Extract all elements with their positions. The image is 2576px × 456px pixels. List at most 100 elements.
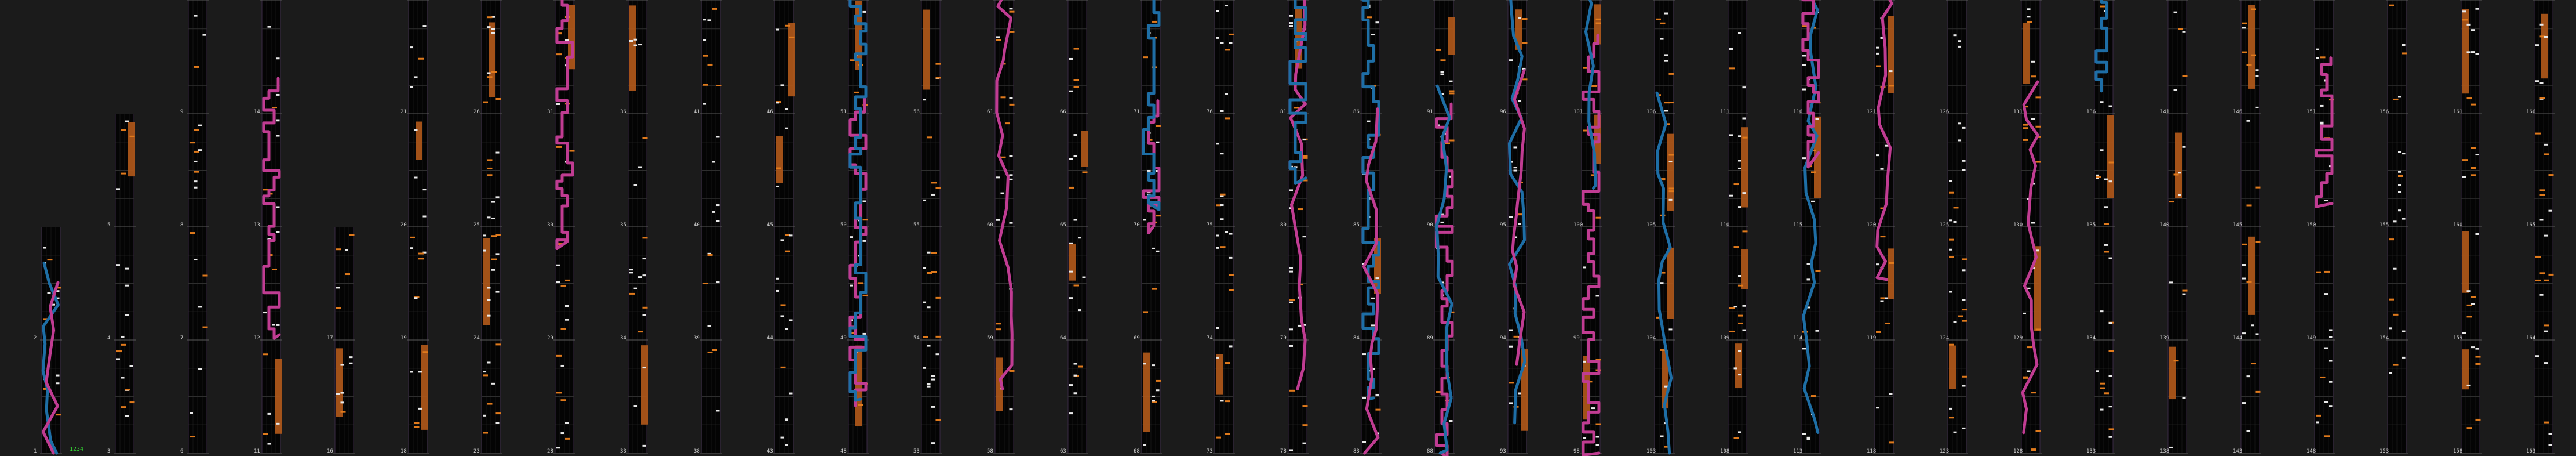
measure-number: 10 — [180, 0, 187, 2]
bt-note — [1147, 169, 1151, 172]
fx-note — [1880, 236, 1886, 238]
bt-note — [2320, 122, 2324, 125]
fx-note — [1660, 349, 1666, 351]
chart-column: 58 59 60 61 62 — [987, 0, 1015, 454]
measure-number: 13 — [254, 222, 260, 228]
fx-note — [190, 232, 195, 234]
bt-note — [931, 375, 935, 377]
bt-note — [1440, 71, 1444, 73]
fx-note — [1656, 18, 1661, 20]
bt-note — [1949, 248, 1952, 251]
bt-note — [1738, 350, 1741, 352]
bt-note — [780, 436, 784, 439]
bt-note — [785, 127, 788, 129]
bt-note — [1220, 218, 1224, 220]
measure-number: 58 — [987, 448, 993, 454]
fx-note — [1949, 417, 1954, 419]
bt-note — [2324, 401, 2328, 403]
laser-right — [1362, 107, 1380, 455]
fx-note — [642, 306, 648, 309]
fx-note — [495, 343, 501, 346]
bt-note — [1371, 368, 1375, 370]
fx-note — [2108, 428, 2114, 430]
bt-note — [56, 290, 60, 292]
bt-note — [345, 249, 348, 251]
bt-note — [495, 253, 500, 255]
fx-note — [638, 331, 643, 333]
laser-left — [1435, 84, 1453, 455]
bt-note — [638, 166, 642, 168]
fx-note — [56, 414, 61, 416]
hold-note — [2248, 5, 2255, 89]
chart-column: 93 94 95 96 97 — [1500, 0, 1528, 454]
bt-note — [267, 443, 271, 445]
fx-note — [495, 234, 501, 236]
fx-note — [1449, 139, 1455, 142]
fx-note — [2535, 256, 2541, 258]
chart-column: 133 134 135 136 137 — [2086, 0, 2115, 454]
bt-note — [1962, 299, 1966, 301]
fx-note — [194, 150, 199, 153]
fx-note — [2023, 127, 2028, 129]
bt-note — [1953, 431, 1957, 433]
measure-number: 115 — [1793, 222, 1802, 228]
fx-note — [996, 328, 1001, 331]
fx-note — [2544, 324, 2549, 327]
bt-note — [1069, 412, 1073, 415]
measure-number: 12 — [254, 335, 260, 341]
bt-note — [1738, 32, 1741, 34]
fx-note — [2471, 174, 2476, 176]
fx-note — [1225, 400, 1230, 403]
bt-note — [1958, 122, 1961, 125]
bt-note — [2316, 48, 2319, 50]
bt-note — [1069, 57, 1073, 60]
measure-number: 31 — [547, 109, 553, 115]
bt-note — [2471, 303, 2475, 305]
measure-number: 20 — [400, 222, 407, 228]
bt-note — [2108, 180, 2112, 183]
bt-note — [1591, 407, 1595, 410]
measure-number: 137 — [2086, 0, 2096, 2]
bt-note — [1509, 59, 1513, 61]
fx-note — [935, 419, 941, 421]
measure-number: 9 — [180, 109, 183, 115]
chart-column: 12 — [34, 227, 62, 455]
bt-note — [1802, 433, 1806, 435]
fx-note — [1729, 330, 1735, 332]
measure-number: 36 — [620, 109, 626, 115]
measure-number: 162 — [2453, 0, 2462, 2]
bt-note — [1073, 363, 1077, 365]
bt-note — [487, 361, 491, 364]
fx-note — [850, 331, 855, 334]
fx-note — [1000, 96, 1006, 99]
fx-note — [2178, 28, 2183, 30]
measure-number: 28 — [547, 448, 553, 454]
bt-note — [194, 160, 198, 162]
bt-note — [491, 217, 495, 219]
bt-note — [1220, 195, 1224, 197]
measure-number: 24 — [473, 335, 480, 341]
bt-note — [1302, 324, 1306, 326]
bt-note — [633, 405, 637, 407]
bt-note — [2108, 406, 2112, 408]
fx-note — [2548, 174, 2554, 176]
fx-note — [2104, 392, 2109, 395]
fx-note — [1668, 190, 1674, 193]
bt-note — [2096, 177, 2099, 179]
fx-note — [2389, 4, 2394, 6]
measure-number: 29 — [547, 335, 553, 341]
bt-note — [1962, 126, 1966, 129]
hold-note — [788, 22, 795, 97]
bt-note — [491, 269, 495, 271]
chart-column: 88 89 90 91 92 — [1427, 0, 1455, 456]
chart-column: 3 4 5 — [107, 114, 136, 454]
bt-note — [491, 201, 495, 203]
fx-note — [1302, 157, 1308, 159]
bt-note — [2242, 402, 2246, 404]
bt-note — [789, 234, 793, 237]
measure-number: 56 — [913, 109, 920, 115]
bt-note — [2475, 233, 2479, 236]
fx-note — [1229, 274, 1234, 276]
fx-note — [1225, 433, 1230, 435]
fx-note — [785, 24, 790, 27]
